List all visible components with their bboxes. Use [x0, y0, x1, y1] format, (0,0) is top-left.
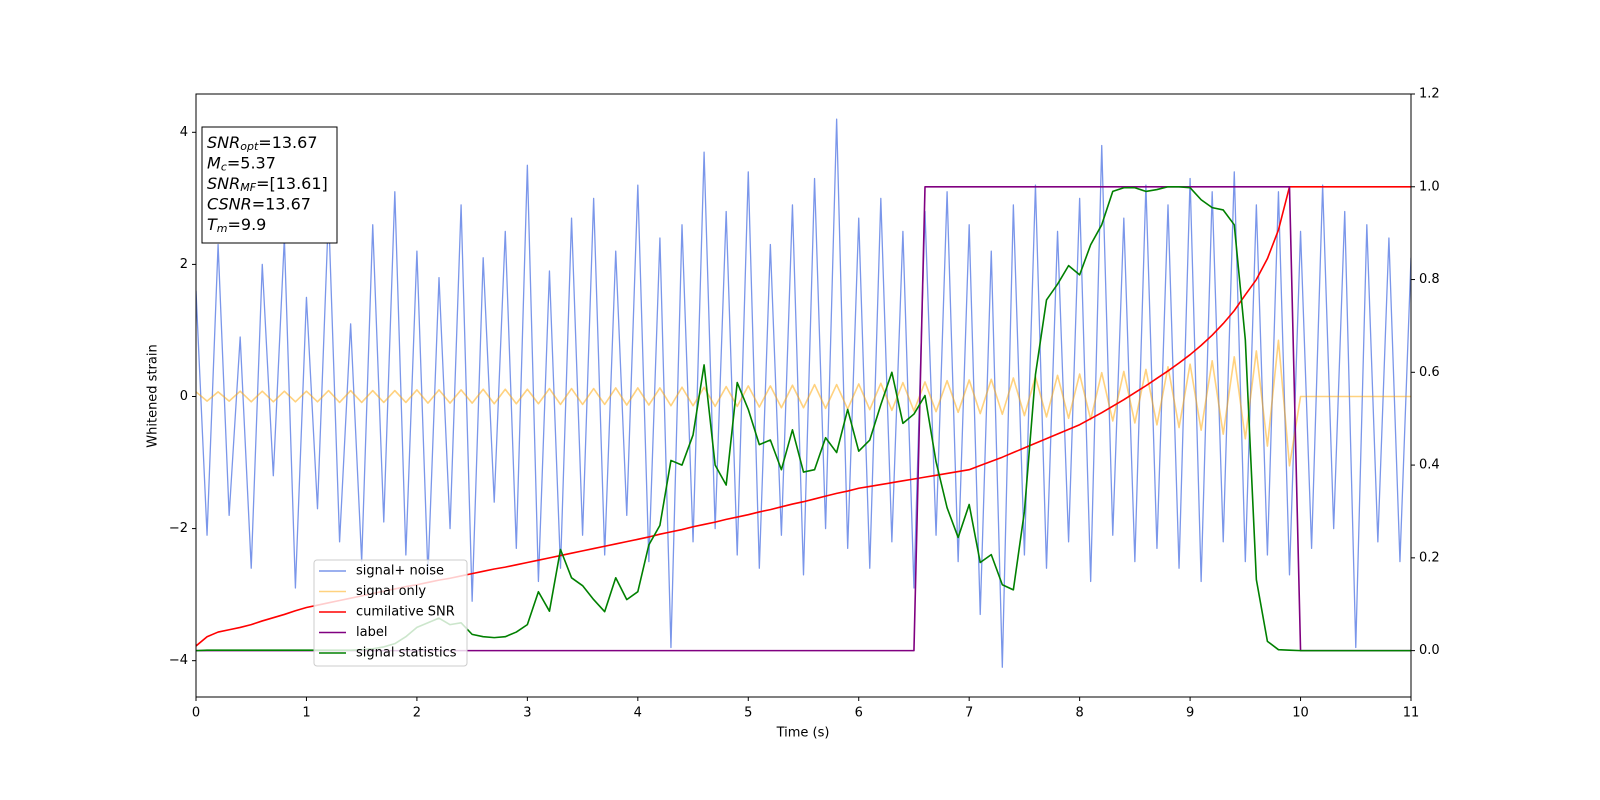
annotation-symbol: SNR: [207, 174, 240, 193]
y-tick-label: 2: [180, 257, 188, 272]
y-tick-label: 0: [180, 389, 188, 404]
annotation-symbol: CSNR: [207, 194, 252, 213]
x-tick-label: 2: [413, 706, 421, 721]
y-tick-label: 4: [180, 125, 188, 140]
series-line: [196, 118, 1411, 668]
x-axis-label: Time (s): [776, 726, 830, 741]
y-axis-label: Whitened strain: [146, 344, 161, 447]
x-tick-label: 6: [855, 706, 863, 721]
annotation-text: =13.67: [258, 133, 317, 152]
annotation-text: =13.67: [252, 194, 311, 213]
x-tick-label: 7: [965, 706, 973, 721]
annotation-line: SNRopt=13.67: [207, 133, 318, 154]
annotation-text: =[13.61]: [256, 174, 328, 193]
annotation-line: Mc=5.37: [207, 153, 276, 174]
x-tick-label: 8: [1075, 706, 1083, 721]
y2-tick-label: 0.4: [1419, 458, 1440, 473]
annotation-subscript: opt: [240, 140, 259, 153]
annotation-line: SNRMF=[13.61]: [207, 174, 328, 195]
x-tick-label: 1: [302, 706, 310, 721]
y2-tick-label: 1.2: [1419, 87, 1440, 102]
axes-frame: [195, 93, 1412, 698]
legend-box: [313, 559, 468, 667]
x-tick-label: 10: [1292, 706, 1309, 721]
y2-tick-label: 0.8: [1419, 272, 1440, 287]
annotation-line: CSNR=13.67: [207, 194, 311, 213]
x-tick-label: 4: [634, 706, 642, 721]
annotation-symbol: T: [207, 215, 218, 234]
x-tick-label: 5: [744, 706, 752, 721]
y2-tick-label: 0.6: [1419, 365, 1440, 380]
annotation-symbol: SNR: [207, 133, 240, 152]
annotation-subscript: MF: [240, 181, 256, 194]
annotation-text: =9.9: [228, 215, 267, 234]
series-line: [196, 339, 1411, 467]
annotation-subscript: m: [217, 222, 228, 235]
annotation-subscript: c: [221, 161, 227, 174]
legend-label: signal only: [356, 584, 426, 599]
annotation-box: [201, 126, 338, 244]
x-tick-label: 11: [1403, 706, 1420, 721]
y2-tick-label: 1.0: [1419, 179, 1440, 194]
legend-label: signal statistics: [356, 646, 457, 661]
legend-label: signal+ noise: [356, 564, 444, 579]
x-tick-label: 3: [523, 706, 531, 721]
legend-label: cumilative SNR: [356, 605, 455, 620]
y-tick-label: −2: [169, 521, 188, 536]
annotation-text: =5.37: [227, 153, 276, 172]
x-tick-label: 0: [192, 706, 200, 721]
y2-tick-label: 0.2: [1419, 550, 1440, 565]
y-tick-label: −4: [169, 653, 188, 668]
y2-tick-label: 0.0: [1419, 643, 1440, 658]
x-tick-label: 9: [1186, 706, 1194, 721]
annotation-line: Tm=9.9: [207, 215, 266, 236]
legend-label: label: [356, 625, 387, 640]
annotation-symbol: M: [207, 153, 221, 172]
